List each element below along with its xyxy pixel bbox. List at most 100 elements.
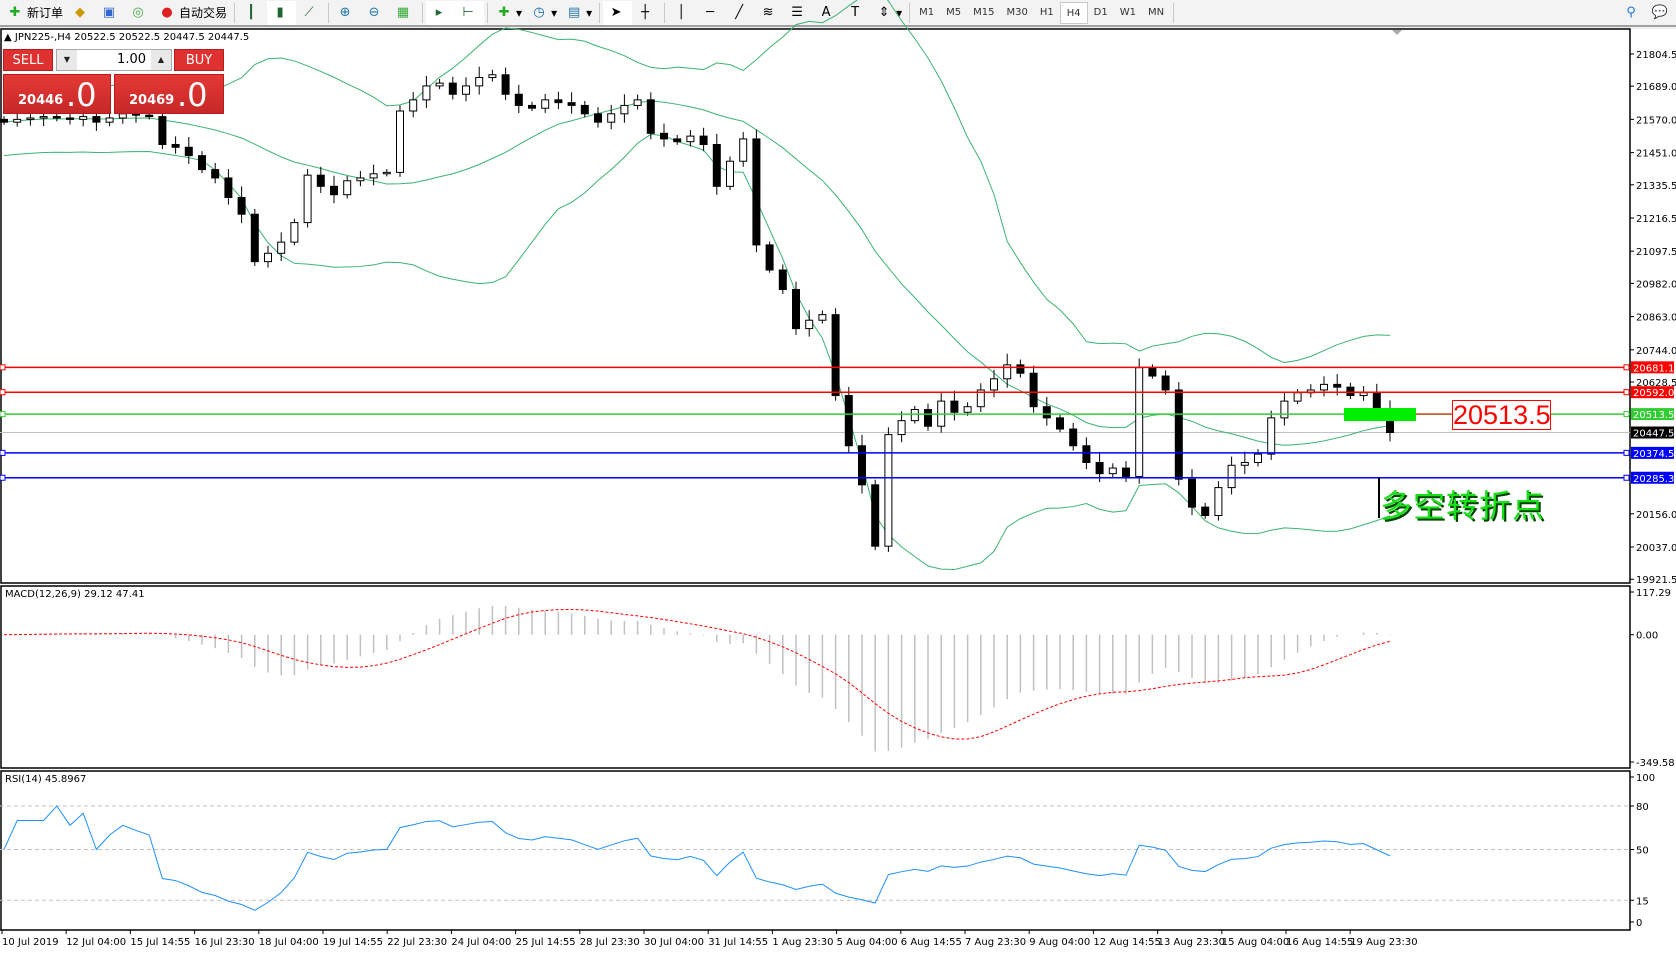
price-tick-label: 21451.0	[1636, 149, 1676, 160]
level-handle[interactable]	[1623, 474, 1630, 481]
candle-body	[198, 155, 206, 171]
sell-button[interactable]: SELL	[3, 49, 53, 71]
candle-body	[132, 113, 140, 116]
vertical-line-button[interactable]: │	[668, 1, 697, 25]
candle	[250, 208, 259, 266]
lot-increase-button[interactable]: ▲	[151, 50, 171, 70]
trendline-button[interactable]: ╱	[726, 1, 755, 25]
candle-body	[211, 169, 220, 179]
divider	[487, 2, 489, 23]
level-handle[interactable]	[0, 389, 6, 396]
candle	[633, 94, 642, 110]
candle-body	[858, 445, 866, 486]
market-watch-button[interactable]: ◆	[67, 1, 96, 25]
lot-stepper[interactable]: ▼ 1.00 ▲	[56, 49, 172, 71]
periods-button[interactable]: ◷ ▾	[526, 1, 561, 25]
candle	[198, 151, 206, 174]
time-tick-label: 25 Jul 14:55	[516, 937, 576, 948]
divider	[422, 2, 424, 23]
signals-button[interactable]: ◎	[125, 1, 154, 25]
chat-button[interactable]: 💬	[1647, 1, 1676, 25]
timeframe-h4[interactable]: H4	[1059, 1, 1088, 24]
timeframe-mn[interactable]: MN	[1147, 6, 1165, 18]
level-handle[interactable]	[1623, 449, 1630, 456]
tile-windows-button[interactable]: ▦	[390, 1, 419, 25]
tile-windows-icon: ▦	[396, 4, 410, 20]
timeframe-w1[interactable]: W1	[1119, 6, 1136, 18]
level-handle[interactable]	[1623, 364, 1630, 371]
candle-body	[726, 160, 734, 187]
timeframe-bar: M1 M5 M15 M30 H1 H4 D1 W1 MN	[913, 1, 1170, 24]
rsi-tick-label: 15	[1636, 896, 1649, 907]
timeframe-m1[interactable]: M1	[919, 6, 935, 18]
candle	[448, 76, 457, 100]
candle	[303, 169, 312, 228]
zoom-out-button[interactable]: ⊖	[361, 1, 390, 25]
indicators-button[interactable]: ✚ ▾	[491, 1, 526, 25]
horizontal-line-button[interactable]: ─	[697, 1, 726, 25]
line-chart-button[interactable]: ⟋	[296, 1, 325, 25]
lot-input[interactable]: 1.00	[117, 52, 146, 67]
chart-shift-button[interactable]: ⊢	[455, 0, 485, 25]
sell-price-button[interactable]: 20446.0	[3, 74, 111, 114]
candle	[422, 75, 431, 108]
cursor-button[interactable]: ➤	[603, 0, 633, 25]
time-tick-label: 13 Aug 23:30	[1158, 937, 1225, 948]
price-label-annotation[interactable]: 20513.5	[1452, 400, 1551, 430]
rsi-label: RSI(14) 45.8967	[5, 774, 87, 785]
level-handle[interactable]	[0, 449, 6, 456]
candle	[290, 218, 299, 246]
arrows-button[interactable]: ⇕ ▾	[871, 1, 906, 25]
candlestick-button[interactable]: ▮	[267, 0, 297, 25]
auto-scroll-button[interactable]: ▸	[426, 0, 456, 25]
level-handle[interactable]	[0, 411, 6, 418]
text-label-button[interactable]: T	[842, 1, 871, 25]
templates-button[interactable]: ▤ ▾	[561, 1, 596, 25]
timeframe-m30[interactable]: M30	[1006, 6, 1028, 18]
candle	[1135, 358, 1144, 484]
macd-tick-label: 117.29	[1636, 588, 1671, 599]
timeframe-d1[interactable]: D1	[1093, 6, 1108, 18]
buy-button[interactable]: BUY	[174, 49, 224, 71]
fibonacci-button[interactable]: ≋	[755, 1, 784, 25]
candle	[607, 104, 616, 130]
auto-trading-button[interactable]: ● 自动交易	[154, 1, 231, 25]
text-annotation[interactable]: 多空转折点	[1380, 487, 1546, 525]
candle-body	[765, 244, 774, 271]
level-handle[interactable]	[0, 364, 6, 371]
bar-chart-button[interactable]: ┃	[238, 1, 267, 25]
candle	[1056, 413, 1064, 433]
candle	[1108, 463, 1117, 478]
level-handle[interactable]	[1623, 411, 1630, 418]
candle	[316, 166, 325, 194]
highlight-rectangle[interactable]	[1344, 408, 1416, 421]
text-button[interactable]: A	[813, 1, 842, 25]
time-tick-label: 1 Aug 23:30	[772, 937, 833, 948]
timeframe-m5[interactable]: M5	[946, 6, 962, 18]
candle	[739, 131, 748, 167]
timeframe-m15[interactable]: M15	[973, 6, 995, 18]
chart-shift-marker[interactable]	[1392, 30, 1402, 35]
new-order-button[interactable]: ✚ 新订单	[2, 1, 67, 25]
candle-body	[1016, 364, 1025, 374]
level-handle[interactable]	[1623, 389, 1630, 396]
time-tick-label: 24 Jul 04:00	[451, 937, 511, 948]
timeframe-h1[interactable]: H1	[1039, 6, 1054, 18]
level-handle[interactable]	[0, 474, 6, 481]
navigator-button[interactable]: ▣	[96, 1, 125, 25]
candle-body	[963, 406, 972, 413]
macd-tick-label: 0.00	[1636, 631, 1658, 642]
candle-body	[699, 135, 708, 145]
zoom-in-button[interactable]: ⊕	[332, 1, 361, 25]
fibo-retracement-button[interactable]: ☰	[784, 1, 813, 25]
candle-body	[567, 102, 576, 106]
search-button[interactable]: ⚲	[1618, 1, 1647, 25]
toolbar: ✚ 新订单 ◆ ▣ ◎ ● 自动交易 ┃ ▮ ⟋ ⊕ ⊖ ▦ ▸ ⊢ ✚ ▾ ◷ ▾ ▤…	[0, 0, 1676, 27]
candle-body	[501, 74, 510, 95]
lot-decrease-button[interactable]: ▼	[57, 50, 77, 70]
chart-shift-icon: ⊢	[462, 4, 474, 20]
candle-body	[1122, 467, 1130, 477]
crosshair-button[interactable]: ┼	[632, 1, 661, 25]
buy-price-button[interactable]: 20469.0	[114, 74, 224, 114]
